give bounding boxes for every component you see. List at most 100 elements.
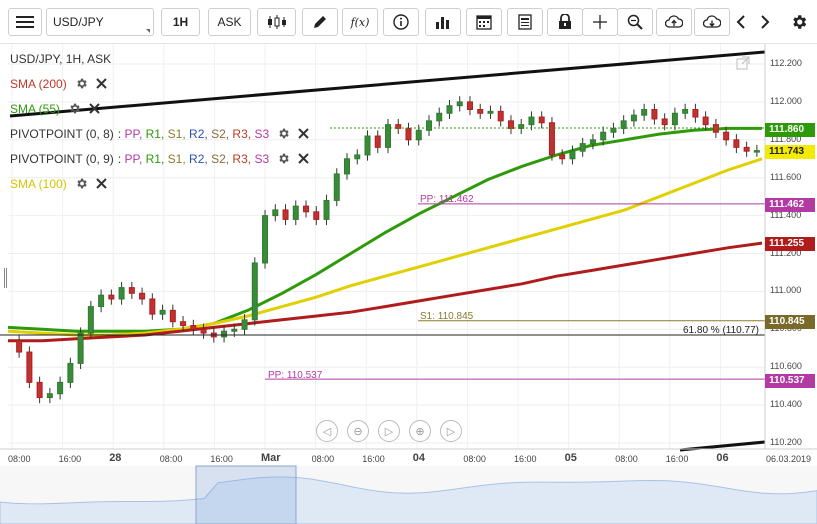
pivot-colon: :	[117, 151, 122, 166]
price-tick-label: 111.200	[770, 247, 802, 258]
legend-row-pivot8[interactable]: PIVOTPOINT (0, 8) : PP, R1, S1, R2, S2, …	[10, 121, 309, 146]
legend-row-sma55[interactable]: SMA (55)	[10, 96, 309, 121]
pivot8-label: PIVOTPOINT (0, 8)	[10, 126, 114, 141]
pivot-s3: S3	[254, 151, 270, 166]
close-icon[interactable]	[89, 103, 100, 114]
sma200-label: SMA (200)	[10, 76, 67, 91]
gear-icon[interactable]	[75, 77, 88, 90]
price-tick-label: 111.800	[770, 133, 802, 144]
zoom-button[interactable]	[617, 8, 653, 36]
candle-body	[579, 143, 586, 152]
candle-body	[743, 146, 750, 152]
pivot9-items: : PP, R1, S1, R2, S2, R3, S3	[118, 152, 269, 166]
legend-row-pivot9[interactable]: PIVOTPOINT (0, 9) : PP, R1, S1, R2, S2, …	[10, 146, 309, 171]
volume-button[interactable]	[425, 8, 461, 36]
close-icon[interactable]	[298, 153, 309, 164]
pivot-r3: R3,	[232, 151, 252, 166]
candle-body	[702, 116, 709, 126]
sma-line	[7, 126, 762, 333]
candle-body	[108, 294, 115, 300]
indicators-button[interactable]: f(x)	[342, 8, 378, 36]
time-tick-label: 08:00	[463, 454, 486, 464]
crosshair-icon	[593, 15, 607, 29]
candle-body	[528, 116, 535, 126]
gear-icon[interactable]	[277, 152, 290, 165]
legend-row-sma100[interactable]: SMA (100)	[10, 171, 309, 196]
pivot-r3: R3,	[232, 126, 252, 141]
price-type-selector[interactable]: ASK	[208, 8, 251, 36]
lock-button[interactable]	[547, 8, 583, 36]
time-tick-label: 16:00	[210, 454, 233, 464]
candle-body	[67, 362, 74, 383]
price-chart[interactable]	[0, 44, 817, 524]
time-tick-label: 08:00	[615, 454, 638, 464]
time-tick-label: 16:00	[58, 454, 82, 464]
close-icon[interactable]	[95, 78, 107, 89]
candle-body	[282, 209, 289, 220]
expand-button[interactable]	[733, 53, 753, 73]
menu-button[interactable]	[8, 8, 42, 36]
pivot-r1: R1,	[145, 126, 165, 141]
zoom-in-button[interactable]: ⊕	[409, 420, 431, 442]
candle-body	[661, 118, 668, 126]
crosshair-button[interactable]	[582, 8, 618, 36]
candle-body	[364, 135, 371, 156]
candle-body	[415, 129, 422, 141]
navigator-strip[interactable]	[0, 465, 817, 524]
time-tick-label: 08:00	[8, 454, 31, 464]
download-button[interactable]	[694, 8, 730, 36]
time-tick-label: 16:00	[514, 454, 537, 464]
candle-body	[118, 287, 125, 300]
pp-lower-annotation: PP: 110.537	[268, 370, 323, 381]
news-button[interactable]	[507, 8, 543, 36]
timeframe-selector[interactable]: 1H	[161, 8, 200, 36]
candle-body	[559, 154, 566, 160]
grid	[8, 44, 765, 449]
chart-legend: USD/JPY, 1H, ASK SMA (200) SMA (55) PIVO…	[10, 46, 309, 196]
candle-body	[538, 116, 545, 124]
drawing-tools-button[interactable]	[302, 8, 338, 36]
settings-button[interactable]	[786, 8, 812, 36]
candle-body	[292, 205, 299, 220]
info-button[interactable]	[383, 8, 419, 36]
nav-next-button[interactable]: ▷	[440, 420, 462, 442]
time-tick-label: 06.03.2019	[766, 454, 812, 464]
candle-body	[385, 124, 391, 148]
upload-button[interactable]	[656, 8, 692, 36]
gear-icon[interactable]	[277, 127, 290, 140]
candle-body	[589, 139, 596, 145]
calendar-icon	[476, 15, 492, 30]
pp-upper-annotation: PP: 111.462	[420, 194, 474, 205]
candle-body	[354, 154, 361, 160]
pivot9-label: PIVOTPOINT (0, 9)	[10, 151, 114, 166]
reset-button[interactable]: ▷	[378, 420, 400, 442]
candle-body	[671, 112, 678, 126]
gear-icon[interactable]	[75, 177, 88, 190]
fx-label: f(x)	[350, 15, 370, 29]
time-tick-label: 08:00	[159, 454, 183, 464]
pivot-r1: R1,	[145, 151, 165, 166]
grip-icon	[4, 268, 7, 288]
close-icon[interactable]	[95, 178, 107, 189]
left-drag-handle[interactable]	[2, 268, 8, 288]
symbol-selector[interactable]: USD/JPY	[46, 8, 154, 36]
zoom-out-button[interactable]: ⊖	[347, 420, 369, 442]
zoom-in-icon: ⊕	[415, 425, 425, 438]
navigator-window[interactable]	[195, 465, 297, 524]
candle-body	[477, 108, 484, 114]
scroll-left-button[interactable]	[730, 8, 752, 36]
zoom-icon	[627, 14, 643, 30]
cloud-upload-icon	[665, 15, 683, 28]
chart-type-button[interactable]	[257, 8, 296, 36]
calendar-button[interactable]	[466, 8, 502, 36]
fib-annotation: 61.80 % (110.77)	[683, 325, 759, 336]
candle-body	[733, 139, 740, 148]
legend-row-sma200[interactable]: SMA (200)	[10, 71, 309, 96]
scroll-right-button[interactable]	[754, 8, 776, 36]
close-icon[interactable]	[298, 128, 309, 139]
nav-prev-button[interactable]: ◁	[316, 420, 338, 442]
candle-body	[466, 101, 473, 110]
candle-body	[231, 328, 238, 332]
price-tick-label: 110.600	[770, 361, 802, 372]
gear-icon[interactable]	[68, 102, 81, 115]
